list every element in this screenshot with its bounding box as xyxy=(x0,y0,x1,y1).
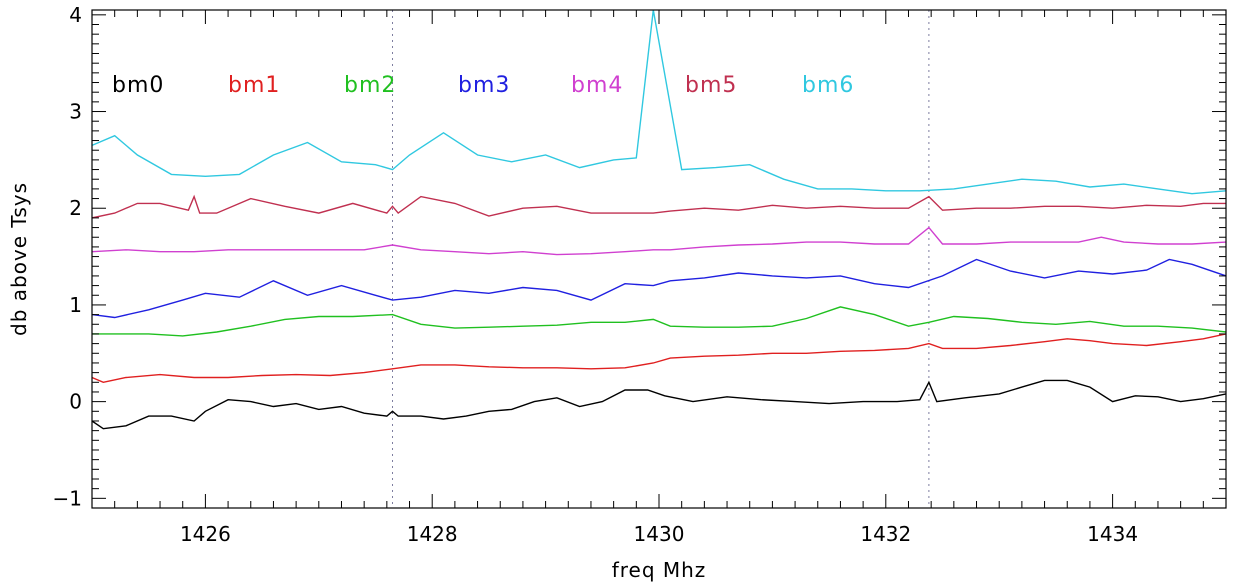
series-line-bm2 xyxy=(92,306,1226,337)
x-tick-label: 1434 xyxy=(1087,522,1138,546)
y-tick-label: 2 xyxy=(69,196,82,220)
y-axis-title: db above Tsys xyxy=(7,182,31,336)
tick-label-layer: 1426 1428 1430 1432 1434 −1 0 1 2 3 4 xyxy=(53,3,1139,546)
legend-entry-bm2: bm2 xyxy=(344,73,396,98)
x-tick-label: 1426 xyxy=(180,522,231,546)
tick-layer xyxy=(91,10,1227,509)
legend-entry-bm3: bm3 xyxy=(458,73,510,98)
series-line-bm4 xyxy=(92,226,1226,256)
y-tick-label: 1 xyxy=(69,293,82,317)
series-line-bm3 xyxy=(92,258,1226,319)
legend: bm0 bm1 bm2 bm3 bm4 bm5 bm6 xyxy=(112,73,854,98)
y-tick-label: 0 xyxy=(69,390,82,414)
series-line-bm5 xyxy=(92,194,1226,219)
series-line-bm1 xyxy=(92,333,1226,384)
y-tick-label: 3 xyxy=(69,100,82,124)
legend-entry-bm1: bm1 xyxy=(228,73,280,98)
vertical-marker-layer xyxy=(392,10,930,508)
x-axis-title: freq Mhz xyxy=(612,558,707,582)
legend-entry-bm0: bm0 xyxy=(112,73,164,98)
x-tick-label: 1428 xyxy=(407,522,458,546)
series-line-bm0 xyxy=(92,379,1226,430)
y-tick-label: −1 xyxy=(53,486,82,510)
legend-entry-bm5: bm5 xyxy=(685,73,737,98)
x-tick-label: 1432 xyxy=(860,522,911,546)
y-tick-label: 4 xyxy=(69,3,82,27)
series-line-bm6 xyxy=(92,10,1226,195)
series-layer xyxy=(92,10,1226,430)
x-tick-label: 1430 xyxy=(634,522,685,546)
legend-entry-bm4: bm4 xyxy=(571,73,623,98)
legend-entry-bm6: bm6 xyxy=(802,73,854,98)
